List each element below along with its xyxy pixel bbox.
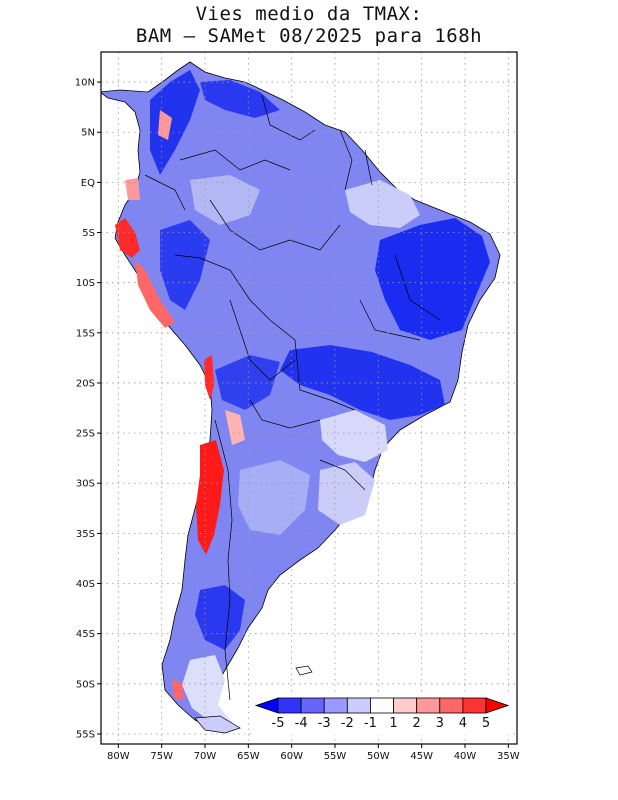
colorbar-label: -4 [295, 716, 308, 731]
mild-bias-paraguay [320, 410, 388, 462]
warm-bias-patagonia-tip [172, 680, 184, 700]
colorbar-box [462, 697, 487, 714]
colorbar: -5 -4 -3 -2 -1 1 2 3 4 5 [252, 694, 512, 735]
lon-tick-label: 70W [194, 751, 217, 762]
mild-bias-uruguay [318, 462, 375, 525]
lon-tick-label: 45W [410, 751, 433, 762]
colorbar-label: 1 [389, 716, 397, 731]
cold-bias-venezuela [200, 80, 280, 118]
lon-tick-label: 35W [497, 751, 520, 762]
colorbar-high-arrow [485, 697, 510, 714]
lat-tick-label: 15S [76, 328, 95, 339]
cold-bias-west-amazon [160, 220, 210, 310]
colorbar-box [393, 697, 418, 714]
lon-tick-label: 60W [280, 751, 303, 762]
colorbar-box [323, 697, 348, 714]
country-borders [144, 94, 441, 701]
mild-bias-south-patagonia [182, 655, 235, 726]
colorbar-label: 4 [459, 716, 467, 731]
warm-bias-ecuador [125, 178, 140, 200]
lon-tick-label: 50W [367, 751, 390, 762]
mild-bias-guiana [345, 180, 420, 228]
colorbar-label: -1 [364, 716, 377, 731]
colorbar-label: -3 [318, 716, 331, 731]
lat-tick-label: 5S [82, 228, 95, 239]
cold-bias-northeast [375, 218, 490, 340]
falkland-islands [295, 665, 313, 676]
mild-bias-amazon [190, 175, 260, 225]
lon-tick-label: 75W [150, 751, 173, 762]
colorbar-label: 3 [436, 716, 444, 731]
cold-bias-central [280, 345, 445, 420]
lat-tick-label: 20S [76, 378, 95, 389]
longitude-axis: 80W 75W 70W 65W 60W 55W 50W 45W 40W 35W [107, 744, 520, 762]
lat-tick-label: 10N [75, 78, 95, 89]
colorbar-label: -5 [272, 716, 285, 731]
lat-tick-label: 5N [81, 128, 95, 139]
colorbar-box [346, 697, 371, 714]
lat-tick-label: 40S [76, 579, 95, 590]
cold-bias-bolivia [215, 355, 280, 410]
map-frame [100, 51, 518, 745]
tierra-del-fuego [194, 715, 241, 734]
colorbar-box [370, 697, 394, 714]
colorbar-label: 2 [413, 716, 421, 731]
lon-tick-label: 40W [454, 751, 477, 762]
lat-tick-label: 50S [76, 679, 95, 690]
lat-tick-label: 55S [76, 729, 95, 740]
lon-tick-label: 55W [324, 751, 347, 762]
colorbar-label: -2 [341, 716, 354, 731]
colorbar-label: 5 [482, 716, 490, 731]
colorbar-box [300, 697, 325, 714]
lat-tick-label: 35S [76, 529, 95, 540]
warm-bias-chile-north [204, 355, 214, 400]
latitude-axis: 10N 5N EQ 5S 10S 15S 20S 25S 30S 35S 40S 45S 50S 55S [75, 78, 101, 740]
warm-bias-peru-coast [115, 218, 140, 258]
lat-tick-label: 25S [76, 429, 95, 440]
cold-bias-andes-north [150, 70, 200, 175]
warm-bias-argentina-andes [225, 410, 245, 445]
map-content [101, 52, 517, 744]
lon-tick-label: 80W [107, 751, 130, 762]
mild-bias-pampas [238, 460, 310, 535]
colorbar-box [277, 697, 302, 714]
south-america-landmass [101, 61, 501, 733]
map-title-line1: Vies medio da TMAX: [195, 3, 423, 25]
map-title-line2: BAM – SAMet 08/2025 para 168h [135, 25, 483, 47]
lat-tick-label: 10S [76, 278, 95, 289]
colorbar-box [439, 697, 464, 714]
cold-bias-patagonia [195, 585, 245, 650]
warm-bias-chile-central [196, 440, 224, 555]
lon-tick-label: 65W [237, 751, 260, 762]
lat-tick-label: 45S [76, 629, 95, 640]
warm-bias-andes-strip [135, 260, 175, 328]
colorbar-box [416, 697, 441, 714]
lat-tick-label: EQ [81, 178, 95, 189]
lat-tick-label: 30S [76, 479, 95, 490]
